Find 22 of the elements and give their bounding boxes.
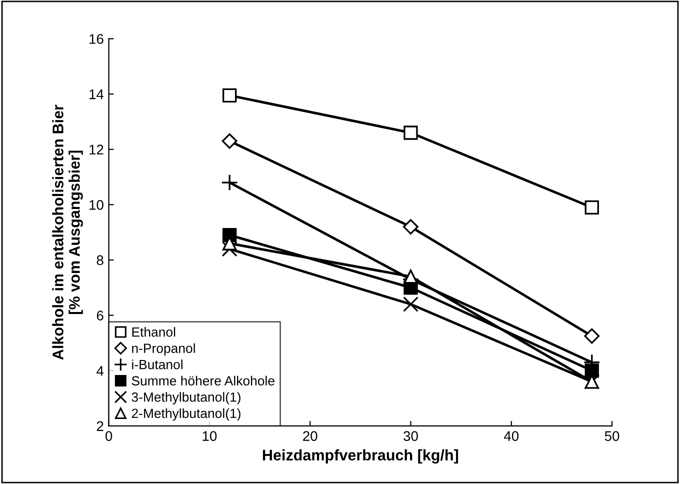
y-tick-label: 16 — [90, 34, 104, 44]
y-tick-label: 10 — [90, 200, 104, 210]
x-axis-title: Heizdampfverbrauch [kg/h] — [262, 449, 458, 464]
x-tick-label: 40 — [504, 431, 519, 441]
y-tick-label: 8 — [96, 255, 104, 266]
y-tick-label: 2 — [96, 421, 104, 431]
x-tick-label: 0 — [105, 431, 112, 441]
x-tick-label: 50 — [604, 431, 620, 441]
y-tick-label: 12 — [90, 144, 104, 154]
y-axis-title: Alkohole im entalkoholisierten Bier [% vom Ausgangsbier] — [52, 104, 83, 360]
legend-label: n-Propanol — [132, 343, 195, 356]
legend-label: i-Butanol — [132, 360, 182, 370]
legend-label: 3-Methylbutanol(1) — [132, 392, 240, 404]
x-tick-label: 30 — [404, 431, 418, 441]
x-tick-label: 20 — [303, 431, 318, 441]
x-tick-label: 10 — [202, 431, 217, 441]
y-tick-label: 4 — [96, 366, 104, 376]
y-tick-label: 6 — [96, 310, 104, 320]
legend-label: Summe höhere Alkohole — [132, 376, 274, 386]
y-tick-label: 14 — [90, 90, 104, 100]
legend-label: 2-Methylbutanol(1) — [132, 408, 240, 421]
legend-label: Ethanol — [132, 327, 176, 337]
